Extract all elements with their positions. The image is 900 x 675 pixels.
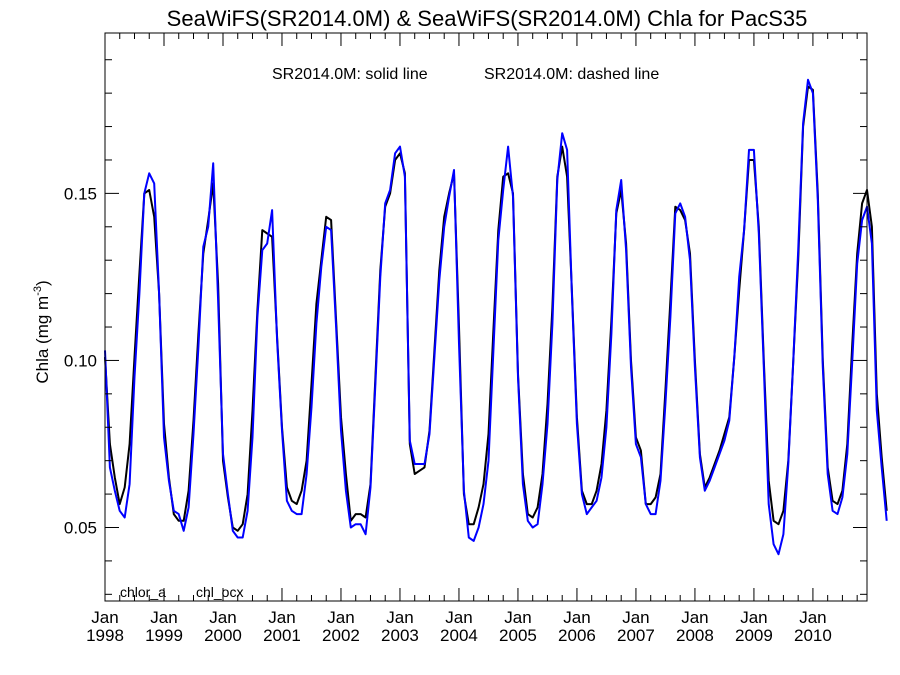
x-tick-year-label: 2004 — [440, 626, 478, 645]
x-tick-month-label: Jan — [445, 608, 472, 627]
x-tick-month-label: Jan — [327, 608, 354, 627]
x-tick-month-label: Jan — [563, 608, 590, 627]
x-tick-month-label: Jan — [209, 608, 236, 627]
legend-entry-chl-ocx: chl_ocx — [196, 584, 243, 600]
x-tick-month-label: Jan — [681, 608, 708, 627]
x-tick-month-label: Jan — [91, 608, 118, 627]
x-tick-year-label: 2003 — [381, 626, 419, 645]
y-tick-label: 0.15 — [64, 184, 97, 203]
x-tick-year-label: 2006 — [558, 626, 596, 645]
x-tick-month-label: Jan — [504, 608, 531, 627]
x-tick-month-label: Jan — [268, 608, 295, 627]
series-lines-layer — [104, 78, 888, 556]
x-tick-month-label: Jan — [622, 608, 649, 627]
x-tick-year-label: 2007 — [617, 626, 655, 645]
x-tick-month-label: Jan — [386, 608, 413, 627]
series-line-chl-ocx — [104, 78, 888, 556]
y-axis-label: Chla (mg m-3) — [32, 280, 52, 383]
x-tick-year-label: 2008 — [676, 626, 714, 645]
legend-entry-chlor-a: chlor_a — [120, 584, 166, 600]
x-tick-month-label: Jan — [150, 608, 177, 627]
plot-frame — [104, 32, 868, 602]
chart-title: SeaWiFS(SR2014.0M) & SeaWiFS(SR2014.0M) … — [167, 6, 808, 31]
x-tick-month-label: Jan — [740, 608, 767, 627]
subtitle-dashed-line: SR2014.0M: dashed line — [484, 66, 659, 83]
x-tick-year-label: 2000 — [204, 626, 242, 645]
x-tick-year-label: 1999 — [145, 626, 183, 645]
x-tick-year-label: 2001 — [263, 626, 301, 645]
x-tick-year-label: 2009 — [735, 626, 773, 645]
x-tick-year-label: 1998 — [86, 626, 124, 645]
y-tick-label: 0.10 — [64, 351, 97, 370]
x-tick-year-label: 2010 — [794, 626, 832, 645]
x-tick-year-label: 2002 — [322, 626, 360, 645]
x-tick-month-label: Jan — [799, 608, 826, 627]
y-tick-label: 0.05 — [64, 518, 97, 537]
x-tick-year-label: 2005 — [499, 626, 537, 645]
axis-labels-layer: 0.050.100.15Jan1998Jan1999Jan2000Jan2001… — [64, 184, 832, 645]
subtitle-solid-line: SR2014.0M: solid line — [272, 66, 428, 83]
axis-ticks-layer — [104, 33, 867, 601]
